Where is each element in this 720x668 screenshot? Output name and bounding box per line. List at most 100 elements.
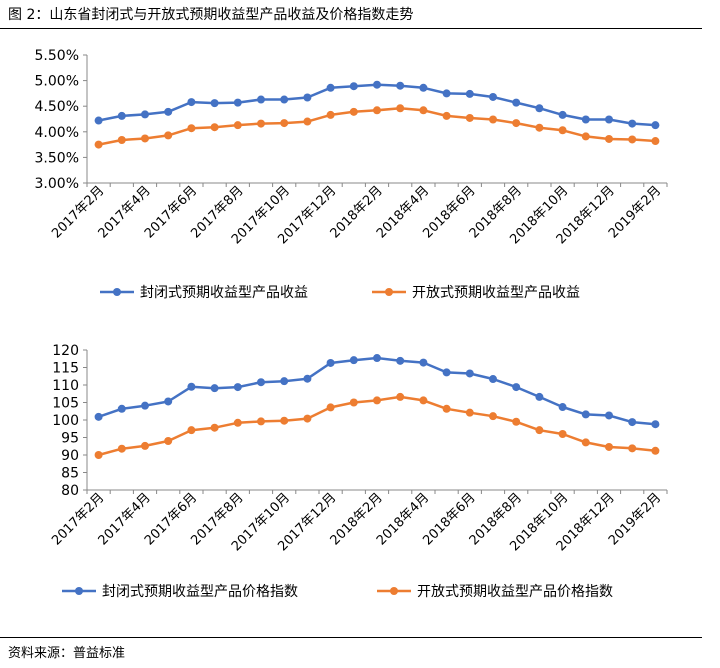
data-point xyxy=(117,444,126,453)
data-point xyxy=(349,107,358,116)
data-point xyxy=(257,378,265,387)
data-point xyxy=(257,417,265,426)
data-point xyxy=(280,95,289,104)
data-point xyxy=(187,98,196,107)
y-tick-label: 4.00% xyxy=(35,125,79,141)
data-point xyxy=(210,384,219,393)
data-point xyxy=(349,398,358,407)
data-point xyxy=(373,106,381,115)
y-tick-label: 80 xyxy=(61,483,79,499)
data-point xyxy=(326,110,335,119)
data-point xyxy=(465,89,474,98)
y-tick-label: 95 xyxy=(61,431,79,447)
series-line-2 xyxy=(98,395,656,457)
data-point xyxy=(581,115,590,124)
data-point xyxy=(628,135,637,144)
data-point xyxy=(141,134,149,143)
data-point xyxy=(326,83,335,92)
data-point xyxy=(535,426,544,435)
data-point xyxy=(349,82,358,91)
data-point xyxy=(280,377,289,386)
legend-swatch-marker xyxy=(390,587,398,595)
data-point xyxy=(233,98,242,107)
data-point xyxy=(210,423,219,432)
data-point xyxy=(605,115,613,124)
data-point xyxy=(164,107,173,116)
data-point xyxy=(535,104,544,113)
data-point xyxy=(651,446,660,455)
data-point xyxy=(94,412,103,421)
data-point xyxy=(303,117,312,126)
data-point xyxy=(117,404,126,413)
data-point xyxy=(419,83,428,92)
y-tick-label: 100 xyxy=(52,413,79,429)
data-point xyxy=(94,451,103,459)
data-point xyxy=(489,375,497,384)
data-point xyxy=(326,403,335,412)
data-point xyxy=(512,119,521,128)
data-point xyxy=(187,426,196,435)
data-point xyxy=(396,392,405,401)
data-point xyxy=(581,132,590,141)
data-point xyxy=(558,110,567,119)
y-tick-label: 85 xyxy=(61,466,79,482)
y-tick-label: 5.00% xyxy=(35,74,79,90)
data-point xyxy=(465,408,474,417)
data-point xyxy=(187,124,196,133)
data-point xyxy=(141,441,149,450)
data-point xyxy=(303,374,312,383)
data-point xyxy=(396,104,405,113)
data-point xyxy=(303,414,312,423)
data-point xyxy=(465,113,474,122)
data-point xyxy=(233,121,242,130)
data-point xyxy=(581,410,590,419)
source-note: 资料来源：普益标准 xyxy=(8,646,126,661)
legend-swatch-marker xyxy=(385,288,393,296)
data-point xyxy=(164,437,173,445)
y-tick-label: 110 xyxy=(52,378,79,394)
y-tick-label: 3.50% xyxy=(35,150,79,166)
data-point xyxy=(442,368,451,377)
y-tick-label: 4.50% xyxy=(35,99,79,115)
data-point xyxy=(349,356,358,365)
data-point xyxy=(442,404,451,413)
data-point xyxy=(164,131,173,140)
data-point xyxy=(373,354,381,363)
data-point xyxy=(396,81,405,90)
data-point xyxy=(164,397,173,406)
data-point xyxy=(465,369,474,378)
data-point xyxy=(442,89,451,98)
series-line-1 xyxy=(98,356,656,426)
data-point xyxy=(489,92,497,101)
legend-label: 封闭式预期收益型产品价格指数 xyxy=(102,584,298,600)
data-point xyxy=(94,140,103,149)
legend-label: 封闭式预期收益型产品收益 xyxy=(140,285,308,301)
y-tick-label: 90 xyxy=(61,448,79,464)
data-point xyxy=(651,420,660,429)
data-point xyxy=(628,418,637,427)
data-point xyxy=(651,121,660,130)
legend-swatch-marker xyxy=(113,288,121,296)
data-point xyxy=(535,123,544,132)
y-tick-label: 120 xyxy=(52,343,79,359)
data-point xyxy=(280,119,289,128)
legend-label: 开放式预期收益型产品收益 xyxy=(412,285,580,301)
data-point xyxy=(373,396,381,405)
data-point xyxy=(117,135,126,144)
data-point xyxy=(605,442,613,451)
data-point xyxy=(419,358,428,367)
data-point xyxy=(489,412,497,421)
data-point xyxy=(489,115,497,124)
data-point xyxy=(187,382,196,391)
data-point xyxy=(396,356,405,365)
y-tick-label: 3.00% xyxy=(35,176,79,192)
y-tick-label: 105 xyxy=(52,396,79,412)
data-point xyxy=(94,116,103,125)
data-point xyxy=(303,93,312,102)
data-point xyxy=(651,137,660,146)
data-point xyxy=(512,383,521,392)
data-point xyxy=(419,396,428,405)
data-point xyxy=(141,401,149,410)
data-point xyxy=(605,411,613,420)
data-point xyxy=(257,95,265,104)
